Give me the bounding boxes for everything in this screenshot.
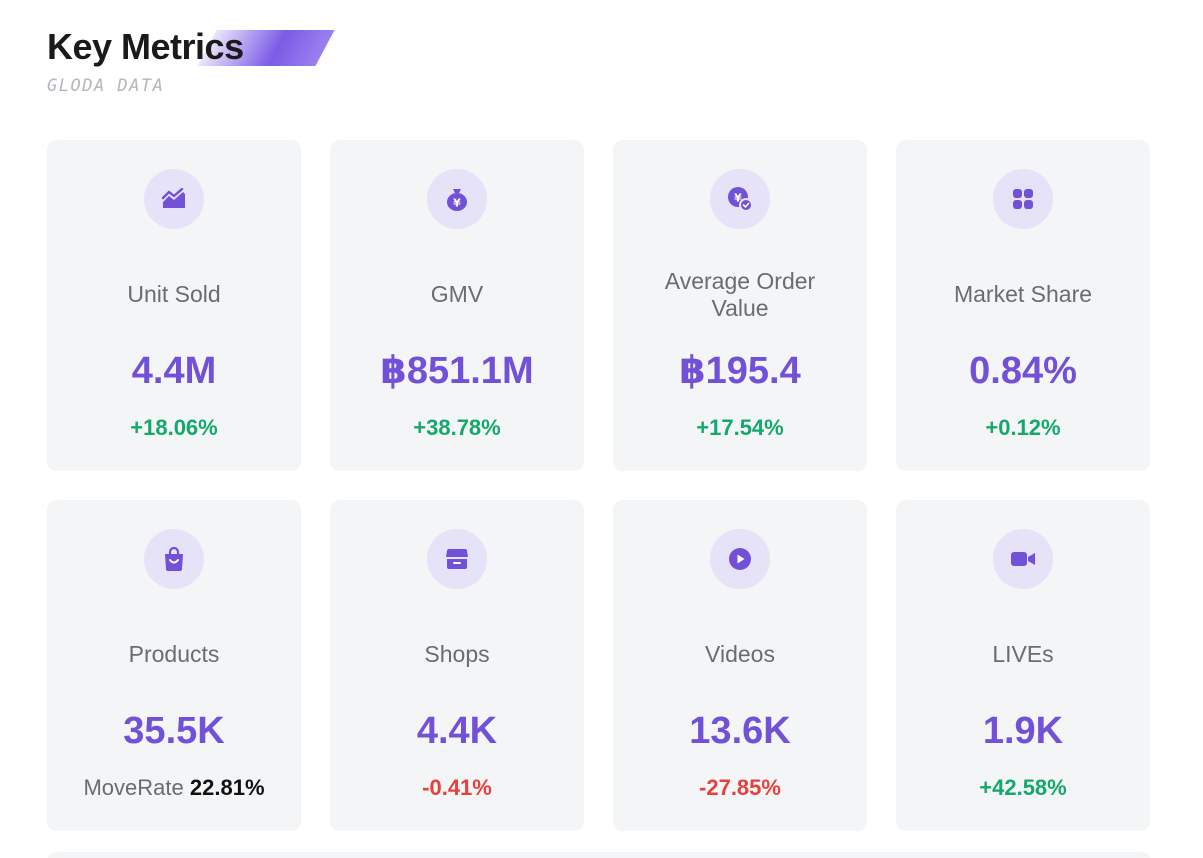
move-rate-value: 22.81% (189, 775, 265, 800)
metric-value: 13.6K (689, 710, 791, 752)
metric-card-lives[interactable]: LIVEs 1.9K +42.58% (896, 500, 1150, 831)
metric-card-gmv[interactable]: ¥ GMV ฿851.1M +38.78% (330, 140, 584, 471)
svg-text:¥: ¥ (734, 192, 742, 205)
store-icon (427, 529, 487, 589)
metric-value: ฿195.4 (679, 350, 801, 392)
metric-value: 1.9K (982, 710, 1064, 752)
video-camera-icon (993, 529, 1053, 589)
svg-text:¥: ¥ (453, 197, 461, 210)
section-header: Key Metrics GLODA DATA (47, 26, 347, 101)
metric-value: 35.5K (123, 710, 225, 752)
move-rate: MoveRate 22.81% (47, 774, 301, 802)
metric-label: Videos (705, 641, 775, 667)
move-rate-label: MoveRate (83, 775, 184, 800)
next-section-card (47, 852, 1151, 858)
play-icon (710, 529, 770, 589)
trend-chart-icon (144, 169, 204, 229)
metric-value: 4.4K (416, 710, 498, 752)
metric-card-products[interactable]: Products 35.5K MoveRate 22.81% (47, 500, 301, 831)
metric-card-shops[interactable]: Shops 4.4K -0.41% (330, 500, 584, 831)
grid-apps-icon (993, 169, 1053, 229)
metric-card-average-order-value[interactable]: ¥ Average Order Value ฿195.4 +17.54% (613, 140, 867, 471)
metric-value: 4.4M (131, 350, 217, 392)
money-bag-icon: ¥ (427, 169, 487, 229)
metric-change: +17.54% (696, 415, 784, 440)
metric-label: LIVEs (992, 641, 1054, 667)
metric-change: +38.78% (413, 415, 501, 440)
metric-label: Unit Sold (127, 281, 221, 307)
metric-label: GMV (430, 281, 484, 307)
metric-value: 0.84% (969, 350, 1077, 392)
page-subtitle: GLODA DATA (47, 76, 165, 96)
metric-label: Products (128, 641, 220, 667)
page-title: Key Metrics (47, 26, 244, 67)
metric-card-market-share[interactable]: Market Share 0.84% +0.12% (896, 140, 1150, 471)
metric-change: -0.41% (422, 775, 492, 800)
metric-change: +18.06% (130, 415, 218, 440)
metric-card-unit-sold[interactable]: Unit Sold 4.4M +18.06% (47, 140, 301, 471)
metric-card-videos[interactable]: Videos 13.6K -27.85% (613, 500, 867, 831)
metric-change: +0.12% (985, 415, 1061, 440)
shopping-bag-icon (144, 529, 204, 589)
yen-coin-icon: ¥ (710, 169, 770, 229)
metric-value: ฿851.1M (380, 350, 534, 392)
metric-label: Average Order Value (664, 268, 816, 321)
metric-label: Shops (424, 641, 490, 667)
metric-change: -27.85% (699, 775, 781, 800)
metric-label: Market Share (953, 281, 1093, 307)
metric-change: +42.58% (979, 775, 1067, 800)
